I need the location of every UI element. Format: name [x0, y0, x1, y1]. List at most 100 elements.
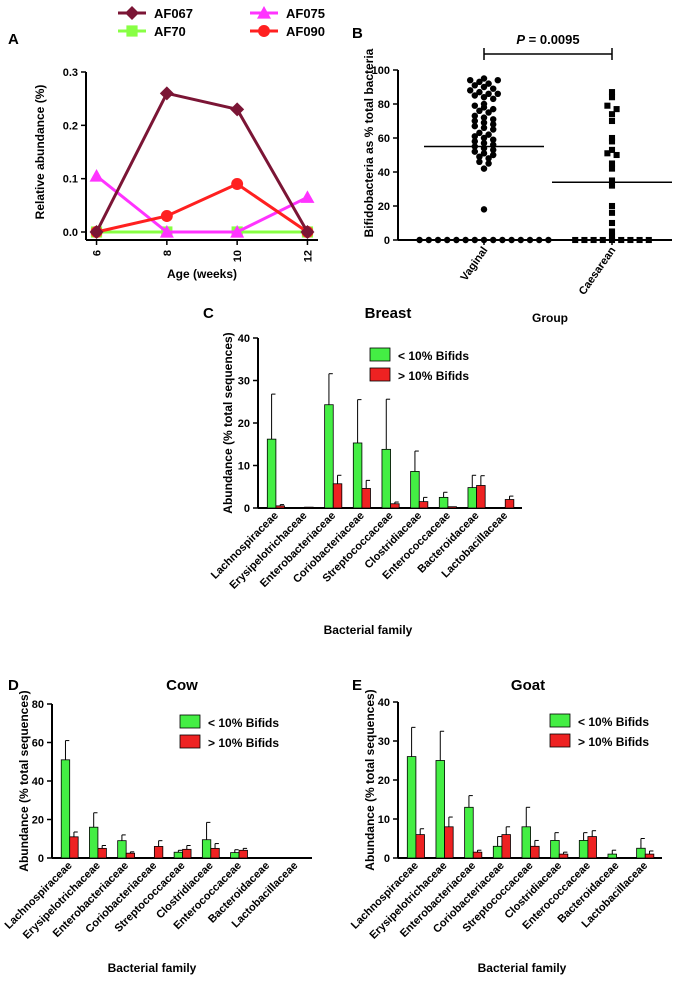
p-symbol: P [516, 32, 525, 47]
legend-swatch-c [369, 347, 391, 362]
bar-e [464, 806, 474, 859]
data-point-vaginal [508, 236, 515, 244]
bar-e [607, 853, 617, 859]
point-af067 [159, 86, 174, 101]
data-point-vaginal [471, 138, 479, 145]
y-axis-label-e: Abundance (% total sequences) [363, 689, 377, 870]
x-tick-label-a: 8 [162, 250, 174, 256]
data-point-caesarean [604, 150, 611, 157]
bar-e [406, 756, 417, 859]
data-point-vaginal [416, 236, 423, 244]
data-point-vaginal [471, 82, 479, 89]
data-point-caesarean [608, 117, 616, 125]
panel-label-a: A [8, 31, 19, 48]
data-point-caesarean [608, 160, 616, 167]
point-af075 [230, 225, 245, 238]
data-point-vaginal [462, 236, 469, 244]
bar-chart-cow: 0 20 40 60 80 Cow Bacterial family Abundance (%… [3, 677, 312, 975]
bar-c [410, 471, 420, 509]
series-line-af075 [95, 174, 309, 234]
legend-marker-af067 [125, 6, 139, 20]
x-tick-label-a: 10 [232, 250, 244, 262]
y-tick-label-e: 20 [378, 775, 390, 787]
y-axis-label-d: Abundance (% total sequences) [17, 690, 31, 871]
bar-c [275, 505, 285, 509]
bar-c [504, 499, 515, 509]
legend-marker-af70 [126, 25, 138, 37]
x-axis-label-c: Bacterial family [324, 623, 413, 637]
data-point-vaginal [453, 236, 460, 244]
y-tick-label-c: 10 [238, 461, 250, 473]
data-point-vaginal [471, 122, 479, 130]
data-point-caesarean [627, 236, 634, 244]
point-af090 [231, 178, 244, 190]
x-axis-label-d: Bacterial family [108, 961, 197, 975]
bar-c [476, 485, 486, 509]
legend-label-af70: AF70 [154, 24, 186, 39]
x-tick-label-a: 6 [92, 250, 104, 256]
y-tick-label-e: 40 [378, 697, 390, 709]
bar-d [69, 836, 79, 859]
data-point-vaginal [476, 158, 483, 166]
data-point-caesarean [618, 236, 625, 244]
data-point-vaginal [466, 76, 474, 84]
bar-e [521, 826, 531, 859]
p-value: = 0.0095 [525, 32, 580, 47]
data-point-caesarean [572, 236, 579, 244]
data-point-caesarean [613, 151, 620, 159]
legend-swatch-d [179, 734, 201, 749]
data-point-vaginal [480, 139, 488, 147]
bar-c [467, 487, 477, 509]
bar-c [332, 483, 343, 509]
data-point-caesarean [604, 102, 611, 109]
legend-label-e: > 10% Bifids [578, 735, 649, 749]
data-point-caesarean [608, 111, 616, 118]
data-point-vaginal [485, 80, 492, 87]
bar-e [435, 760, 445, 859]
bar-c [418, 501, 429, 509]
data-point-caesarean [608, 165, 616, 172]
data-point-vaginal [485, 131, 492, 138]
legend-label-af090: AF090 [286, 24, 325, 39]
p-value-annotation: P = 0.0095 [516, 32, 579, 47]
bar-e [530, 845, 540, 859]
data-point-vaginal [480, 83, 488, 91]
legend-label-af075: AF075 [286, 6, 325, 21]
data-point-caesarean [608, 202, 616, 210]
panel-label-b: B [352, 25, 363, 42]
bar-d [182, 848, 192, 859]
bar-chart-goat: 0 10 20 30 40 Goat Bacterial family Abundance (… [349, 677, 662, 975]
bar-c [438, 496, 449, 509]
y-axis-label-c: Abundance (% total sequences) [221, 332, 235, 513]
data-point-caesarean [608, 146, 616, 153]
data-point-vaginal [489, 95, 497, 103]
data-point-vaginal [517, 236, 525, 244]
y-tick-label-d: 80 [32, 699, 44, 711]
y-tick-label-b: 80 [378, 99, 390, 111]
legend-label-d: < 10% Bifids [208, 716, 279, 730]
data-point-vaginal [545, 236, 552, 244]
y-axis-label-a: Relative abundance (%) [33, 85, 47, 220]
data-point-vaginal [480, 119, 488, 126]
data-point-vaginal [476, 153, 483, 160]
bar-c [381, 448, 391, 509]
data-point-caesarean [608, 138, 616, 145]
point-af075 [159, 225, 174, 238]
data-point-vaginal [485, 155, 492, 162]
bar-d [125, 852, 136, 859]
y-tick-label-c: 30 [238, 376, 250, 388]
group-label-vaginal: Vaginal [459, 245, 491, 283]
data-point-vaginal [489, 146, 497, 154]
chart-title-c: Breast [365, 305, 412, 322]
y-axis-label-b: Bifidobacteria as % total bacteria [362, 48, 376, 237]
data-point-vaginal [485, 90, 492, 98]
y-tick-label-b: 0 [384, 235, 390, 247]
bar-c [361, 488, 371, 509]
data-point-caesarean [636, 236, 643, 244]
data-point-vaginal [443, 236, 451, 244]
data-point-vaginal [434, 236, 442, 244]
data-point-caesarean [608, 89, 616, 96]
data-point-vaginal [480, 124, 488, 132]
data-point-vaginal [489, 136, 497, 143]
